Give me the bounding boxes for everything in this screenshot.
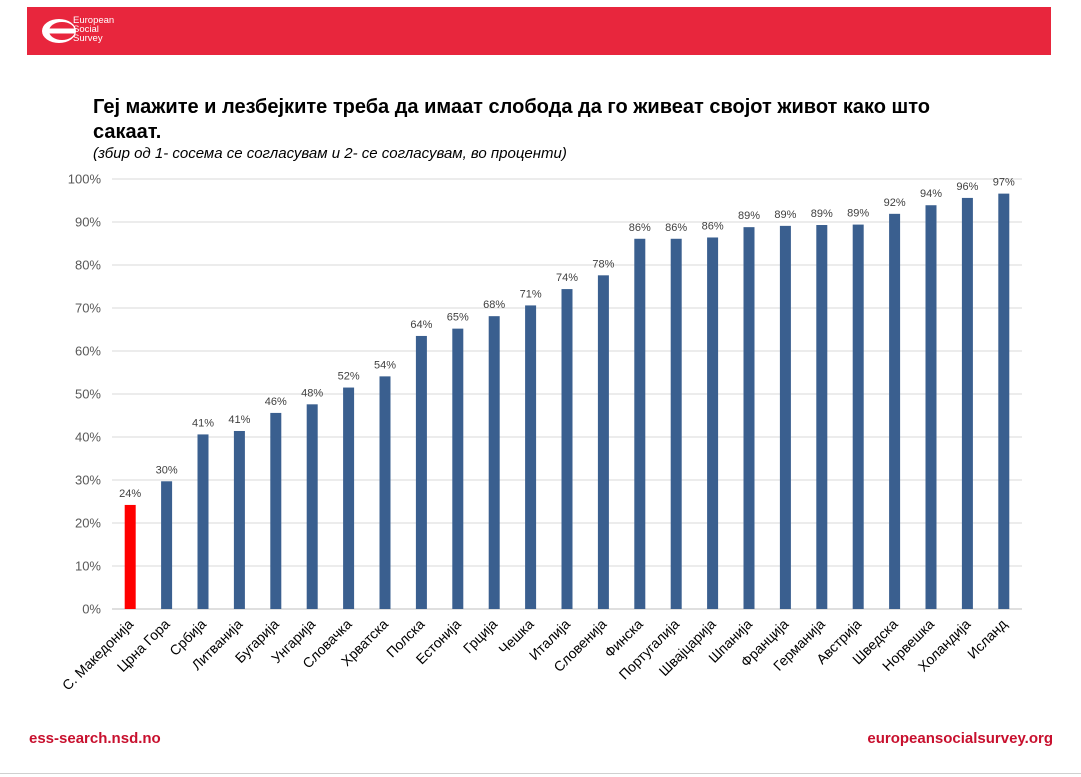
y-tick-label: 80% — [75, 258, 101, 273]
ess-logo-icon — [42, 19, 76, 43]
data-label: 97% — [993, 177, 1015, 189]
header-banner: European Social Survey — [27, 7, 1051, 55]
data-label: 96% — [956, 181, 978, 193]
bar — [561, 289, 573, 609]
data-label: 41% — [228, 414, 250, 426]
bar — [379, 376, 391, 609]
data-label: 89% — [738, 210, 760, 222]
bar — [925, 205, 937, 610]
footer-source-link[interactable]: ess-search.nsd.no — [29, 730, 161, 747]
bar — [852, 224, 864, 609]
x-tick-label: Грција — [460, 616, 501, 657]
data-label: 65% — [447, 312, 469, 324]
data-label: 86% — [665, 222, 687, 234]
bar — [597, 275, 609, 609]
data-label: 46% — [265, 396, 287, 408]
data-label: 64% — [410, 319, 432, 331]
bar — [634, 238, 646, 609]
bar — [816, 225, 828, 609]
data-label: 94% — [920, 188, 942, 200]
y-tick-label: 60% — [75, 344, 101, 359]
logo-line: Social — [73, 24, 99, 35]
data-label: 71% — [520, 288, 542, 300]
y-tick-label: 50% — [75, 387, 101, 402]
bar — [197, 434, 209, 609]
bar — [998, 193, 1010, 609]
data-label: 86% — [702, 220, 724, 232]
bar — [743, 227, 755, 609]
x-tick-label: Исланд — [964, 616, 1010, 662]
bar — [488, 316, 500, 609]
data-label: 54% — [374, 359, 396, 371]
data-label: 24% — [119, 488, 141, 500]
data-label: 92% — [884, 197, 906, 209]
logo-line: European — [73, 15, 115, 26]
y-tick-label: 100% — [68, 172, 102, 187]
bar — [670, 238, 682, 609]
data-label: 89% — [811, 208, 833, 220]
y-tick-label: 40% — [75, 430, 101, 445]
data-label: 48% — [301, 387, 323, 399]
y-tick-label: 30% — [75, 473, 101, 488]
chart-title: Геј мажите и лезбејките треба да имаат с… — [93, 96, 930, 143]
bar — [343, 387, 355, 609]
bar — [233, 430, 245, 609]
bar-chart: 0%10%20%30%40%50%60%70%80%90%100%24%С. М… — [59, 172, 1022, 693]
bar — [525, 305, 537, 609]
y-tick-label: 70% — [75, 301, 101, 316]
bar — [270, 412, 282, 609]
data-label: 86% — [629, 222, 651, 234]
bar — [961, 197, 973, 610]
y-tick-label: 10% — [75, 559, 101, 574]
bar — [161, 481, 173, 609]
data-label: 89% — [774, 209, 796, 221]
footer-website-link[interactable]: europeansocialsurvey.org — [867, 730, 1053, 747]
data-label: 68% — [483, 299, 505, 311]
logo-line: Survey — [73, 33, 103, 44]
bar — [889, 213, 901, 609]
bar — [415, 335, 427, 609]
data-label: 89% — [847, 208, 869, 220]
bar — [124, 504, 136, 609]
bar — [779, 225, 791, 609]
bar — [452, 328, 464, 609]
data-label: 78% — [592, 258, 614, 270]
chart-subtitle: (збир од 1- сосема се согласувам и 2- се… — [93, 145, 567, 162]
y-tick-label: 20% — [75, 516, 101, 531]
logo-text: European Social Survey — [73, 15, 115, 44]
data-label: 74% — [556, 272, 578, 284]
data-label: 30% — [156, 464, 178, 476]
bar — [306, 404, 318, 609]
bottom-divider — [0, 773, 1081, 774]
y-tick-label: 90% — [75, 215, 101, 230]
data-label: 41% — [192, 417, 214, 429]
bar — [707, 237, 719, 609]
data-label: 52% — [338, 371, 360, 383]
y-tick-label: 0% — [82, 602, 101, 617]
